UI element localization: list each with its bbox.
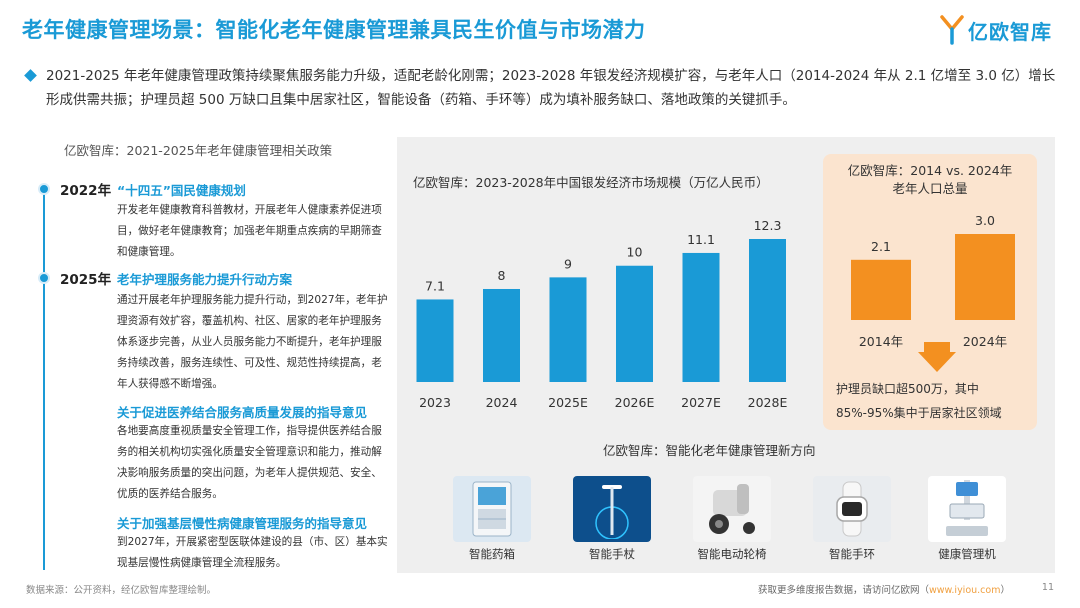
device-card: 智能手杖 — [573, 476, 651, 562]
smart-cane-icon — [573, 476, 651, 542]
policy-title: 关于促进医养结合服务高质量发展的指导意见 — [117, 405, 368, 420]
category-label: 2028E — [748, 395, 788, 410]
device-label: 智能手环 — [829, 547, 875, 561]
bar — [682, 252, 720, 382]
bar-value-label: 9 — [564, 256, 572, 271]
wheelchair-icon — [693, 476, 771, 542]
bar-value-label: 7.1 — [425, 278, 445, 293]
bar — [749, 239, 786, 382]
device-card: 智能药箱 — [453, 476, 531, 562]
category-label: 2026E — [615, 395, 655, 410]
bar-value-label: 8 — [498, 268, 506, 283]
bar — [416, 299, 454, 382]
page-title: 老年健康管理场景：智能化老年健康管理兼具民生价值与市场潜力 — [22, 18, 646, 42]
bar-value-label: 3.0 — [975, 213, 995, 228]
data-source-note: 数据来源：公开资料，经亿欧智库整理绘制。 — [26, 585, 217, 596]
directions-title: 亿欧智库：智能化老年健康管理新方向 — [603, 443, 816, 458]
brand-logo-icon — [940, 15, 964, 45]
category-label: 2014年 — [859, 334, 903, 349]
population-chart: 2.1 2014年 3.0 2024年 — [851, 213, 1015, 349]
bar-value-label: 2.1 — [871, 239, 891, 254]
timeline-dot — [38, 272, 50, 284]
bar-value-label: 11.1 — [687, 232, 715, 247]
policy-text: 通过开展老年护理服务能力提升行动，到2027年，老年护理资源有效扩容，覆盖机构、… — [117, 294, 388, 390]
summary-text: 2021-2025 年老年健康管理政策持续聚焦服务能力升级，适配老龄化刚需；20… — [46, 68, 1056, 108]
policy-heading: 亿欧智库：2021-2025年老年健康管理相关政策 — [64, 143, 333, 158]
device-card: 健康管理机 — [928, 476, 1006, 562]
brand-logo: 亿欧智库 — [940, 14, 1052, 46]
smart-band-icon — [813, 476, 891, 542]
category-label: 2023 — [419, 395, 451, 410]
footer-cta-text: 获取更多维度报告数据，请访问亿欧网（ — [757, 585, 929, 596]
arrow-down-icon — [918, 342, 956, 372]
device-label: 智能手杖 — [589, 547, 635, 561]
bar — [851, 259, 911, 320]
device-label: 智能药箱 — [469, 547, 515, 561]
summary-block: 2021-2025 年老年健康管理政策持续聚焦服务能力升级，适配老龄化刚需；20… — [24, 64, 1062, 112]
device-card: 智能手环 — [813, 476, 891, 562]
timeline-dot — [38, 183, 50, 195]
policy-title: 关于加强基层慢性病健康管理服务的指导意见 — [117, 516, 368, 531]
policy-text: 开发老年健康教育科普教材，开展老年人健康素养促进项目，做好老年健康教育；加强老年… — [117, 204, 382, 258]
policy-text: 各地要高度重视质量安全管理工作，指导提供医养结合服务的相关机构切实强化质量安全管… — [117, 425, 382, 500]
bar — [616, 265, 653, 382]
diamond-bullet-icon — [24, 69, 37, 82]
bar — [483, 288, 520, 382]
caregiver-shortage-text: 护理员缺口超500万，其中85%-95%集中于居家社区领域 — [836, 382, 1002, 420]
bar — [549, 277, 587, 382]
policy-year: 2025年 — [60, 272, 112, 288]
brand-logo-text: 亿欧智库 — [968, 19, 1052, 44]
category-label: 2024年 — [963, 334, 1007, 349]
population-title-line1: 亿欧智库：2014 vs. 2024年 — [847, 163, 1013, 178]
health-kiosk-icon — [928, 476, 1006, 542]
bar-value-label: 12.3 — [754, 218, 782, 233]
bar-value-label: 10 — [627, 245, 643, 260]
device-card: 智能电动轮椅 — [693, 476, 771, 562]
category-label: 2024 — [486, 395, 518, 410]
footer-cta-end: ） — [1000, 585, 1010, 596]
timeline-line — [43, 185, 45, 570]
market-size-chart: 7.1 2023 8 2024 9 2025E 10 2026E 11.1 2027E 12.3 20… — [416, 218, 788, 410]
bar — [955, 234, 1015, 320]
device-label: 健康管理机 — [938, 547, 996, 561]
population-title-line2: 老年人口总量 — [892, 181, 968, 196]
market-chart-title: 亿欧智库：2023-2028年中国银发经济市场规模（万亿人民币） — [413, 175, 769, 190]
policy-title: 老年护理服务能力提升行动方案 — [117, 272, 293, 287]
population-chart-title: 亿欧智库：2014 vs. 2024年 老年人口总量 — [823, 162, 1037, 198]
category-label: 2025E — [548, 395, 588, 410]
footer-cta: 获取更多维度报告数据，请访问亿欧网（www.iyiou.com） — [758, 582, 1010, 596]
medicine-cabinet-icon — [453, 476, 531, 542]
website-link[interactable]: www.iyiou.com — [928, 585, 1001, 596]
policy-year: 2022年 — [60, 183, 112, 199]
category-label: 2027E — [681, 395, 721, 410]
policy-title: “十四五”国民健康规划 — [117, 183, 246, 198]
policy-text: 到2027年，开展紧密型医联体建设的县（市、区）基本实现基层慢性病健康管理全流程… — [117, 536, 388, 569]
device-label: 智能电动轮椅 — [697, 547, 767, 561]
page-number: 11 — [1041, 582, 1054, 593]
